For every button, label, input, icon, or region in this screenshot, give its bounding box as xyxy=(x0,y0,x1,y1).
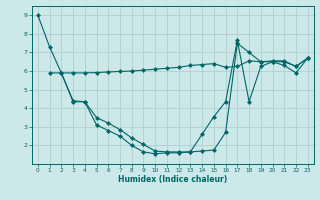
X-axis label: Humidex (Indice chaleur): Humidex (Indice chaleur) xyxy=(118,175,228,184)
